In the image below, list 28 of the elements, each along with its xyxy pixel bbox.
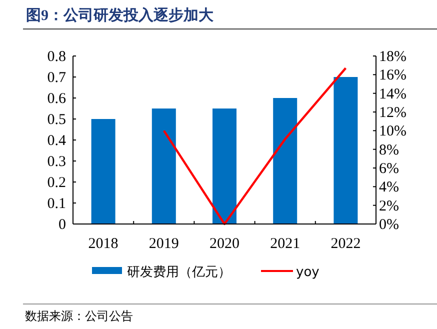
bar — [273, 98, 298, 224]
bar — [334, 77, 358, 224]
y2-tick-label: 10% — [379, 124, 406, 140]
legend-label: yoy — [296, 265, 320, 280]
bar — [152, 108, 176, 224]
y-tick-label: 0.3 — [47, 154, 66, 170]
y2-tick-label: 4% — [379, 180, 399, 196]
y2-tick-label: 6% — [379, 161, 399, 177]
y2-tick-label: 0% — [379, 217, 399, 233]
bar — [91, 119, 116, 224]
title: 图9：公司研发投入逐步加大 — [26, 8, 214, 24]
y-tick-label: 0.1 — [47, 196, 66, 212]
legend-label: 研发费用（亿元） — [127, 265, 231, 280]
y2-tick-label: 14% — [379, 86, 406, 102]
y2-tick-label: 16% — [379, 68, 406, 84]
y-tick-label: 0.5 — [47, 112, 66, 128]
y2-tick-label: 8% — [379, 142, 399, 158]
y-tick-label: 0.8 — [47, 49, 66, 65]
y2-tick-label: 12% — [379, 105, 406, 121]
bar — [212, 108, 236, 224]
y-tick-label: 0.6 — [47, 91, 66, 107]
y-tick-label: 0.7 — [47, 70, 66, 86]
y-tick-label: 0.2 — [47, 175, 66, 191]
y-tick-label: 0.4 — [47, 133, 66, 149]
annotation: 数据来源：公司公告 — [25, 309, 133, 323]
y-tick-label: 0 — [58, 217, 66, 233]
y2-tick-label: 18% — [379, 49, 406, 65]
y2-tick-label: 2% — [379, 198, 399, 214]
